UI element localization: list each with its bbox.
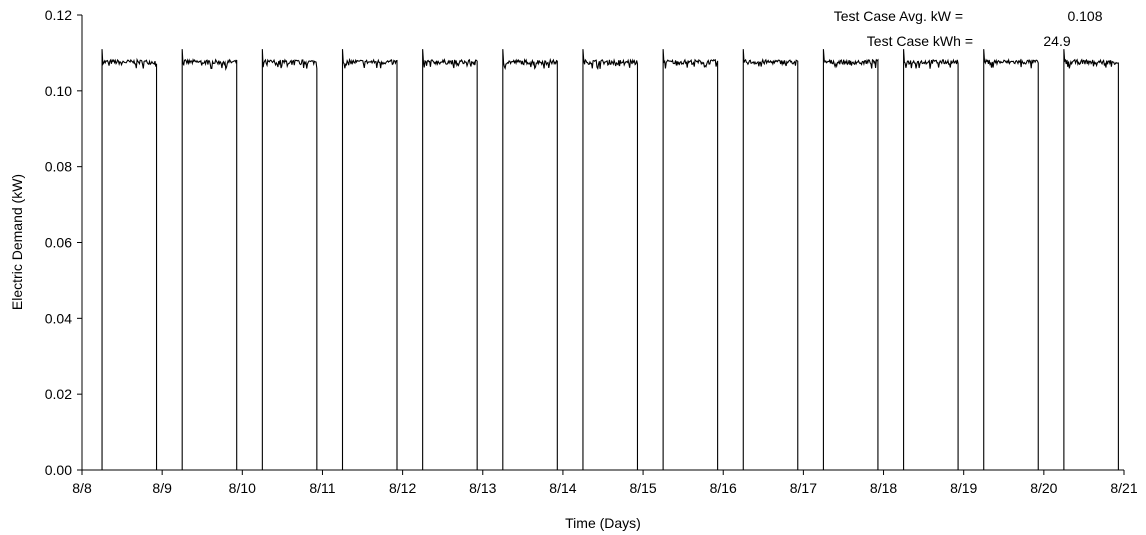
y-axis-ticks: 0.00 0.02 0.04 0.06 0.08 0.10 0.12 bbox=[45, 7, 82, 478]
y-tick-label: 0.02 bbox=[45, 386, 72, 402]
y-tick-label: 0.00 bbox=[45, 462, 72, 478]
y-tick-label: 0.12 bbox=[45, 7, 72, 23]
x-axis-label: Time (Days) bbox=[565, 515, 641, 531]
x-tick-label: 8/21 bbox=[1110, 480, 1137, 496]
y-tick-label: 0.06 bbox=[45, 235, 72, 251]
x-tick-label: 8/12 bbox=[389, 480, 416, 496]
demand-line bbox=[82, 49, 1124, 471]
x-tick-label: 8/11 bbox=[309, 480, 335, 496]
avg-kw-value: 0.108 bbox=[1067, 8, 1102, 24]
x-tick-label: 8/14 bbox=[549, 480, 576, 496]
x-tick-label: 8/18 bbox=[870, 480, 897, 496]
x-tick-label: 8/15 bbox=[629, 480, 656, 496]
y-tick-label: 0.08 bbox=[45, 159, 72, 175]
x-tick-label: 8/19 bbox=[950, 480, 977, 496]
avg-kw-label: Test Case Avg. kW = bbox=[834, 8, 963, 24]
plot-area: 0.000.020.040.060.080.100.12 8/8 8/9 8/10 8… bbox=[45, 7, 1138, 496]
y-tick-label: 0.10 bbox=[45, 83, 72, 99]
x-tick-label: 8/8 bbox=[72, 480, 92, 496]
kwh-label: Test Case kWh = bbox=[867, 33, 973, 49]
x-tick-label: 8/10 bbox=[229, 480, 256, 496]
x-axis-ticks: 8/8 8/9 8/10 8/11 8/12 8/13 8/14 8/15 8/16 8/17 8/… bbox=[72, 470, 1138, 496]
x-tick-label: 8/17 bbox=[790, 480, 817, 496]
y-tick-label: 0.04 bbox=[45, 310, 72, 326]
x-tick-label: 8/9 bbox=[152, 480, 172, 496]
demand-series bbox=[82, 49, 1124, 471]
y-axis-label: Electric Demand (kW) bbox=[9, 174, 25, 310]
x-tick-label: 8/13 bbox=[469, 480, 496, 496]
x-tick-label: 8/20 bbox=[1030, 480, 1057, 496]
kwh-value: 24.9 bbox=[1043, 33, 1070, 49]
x-tick-label: 8/16 bbox=[710, 480, 737, 496]
